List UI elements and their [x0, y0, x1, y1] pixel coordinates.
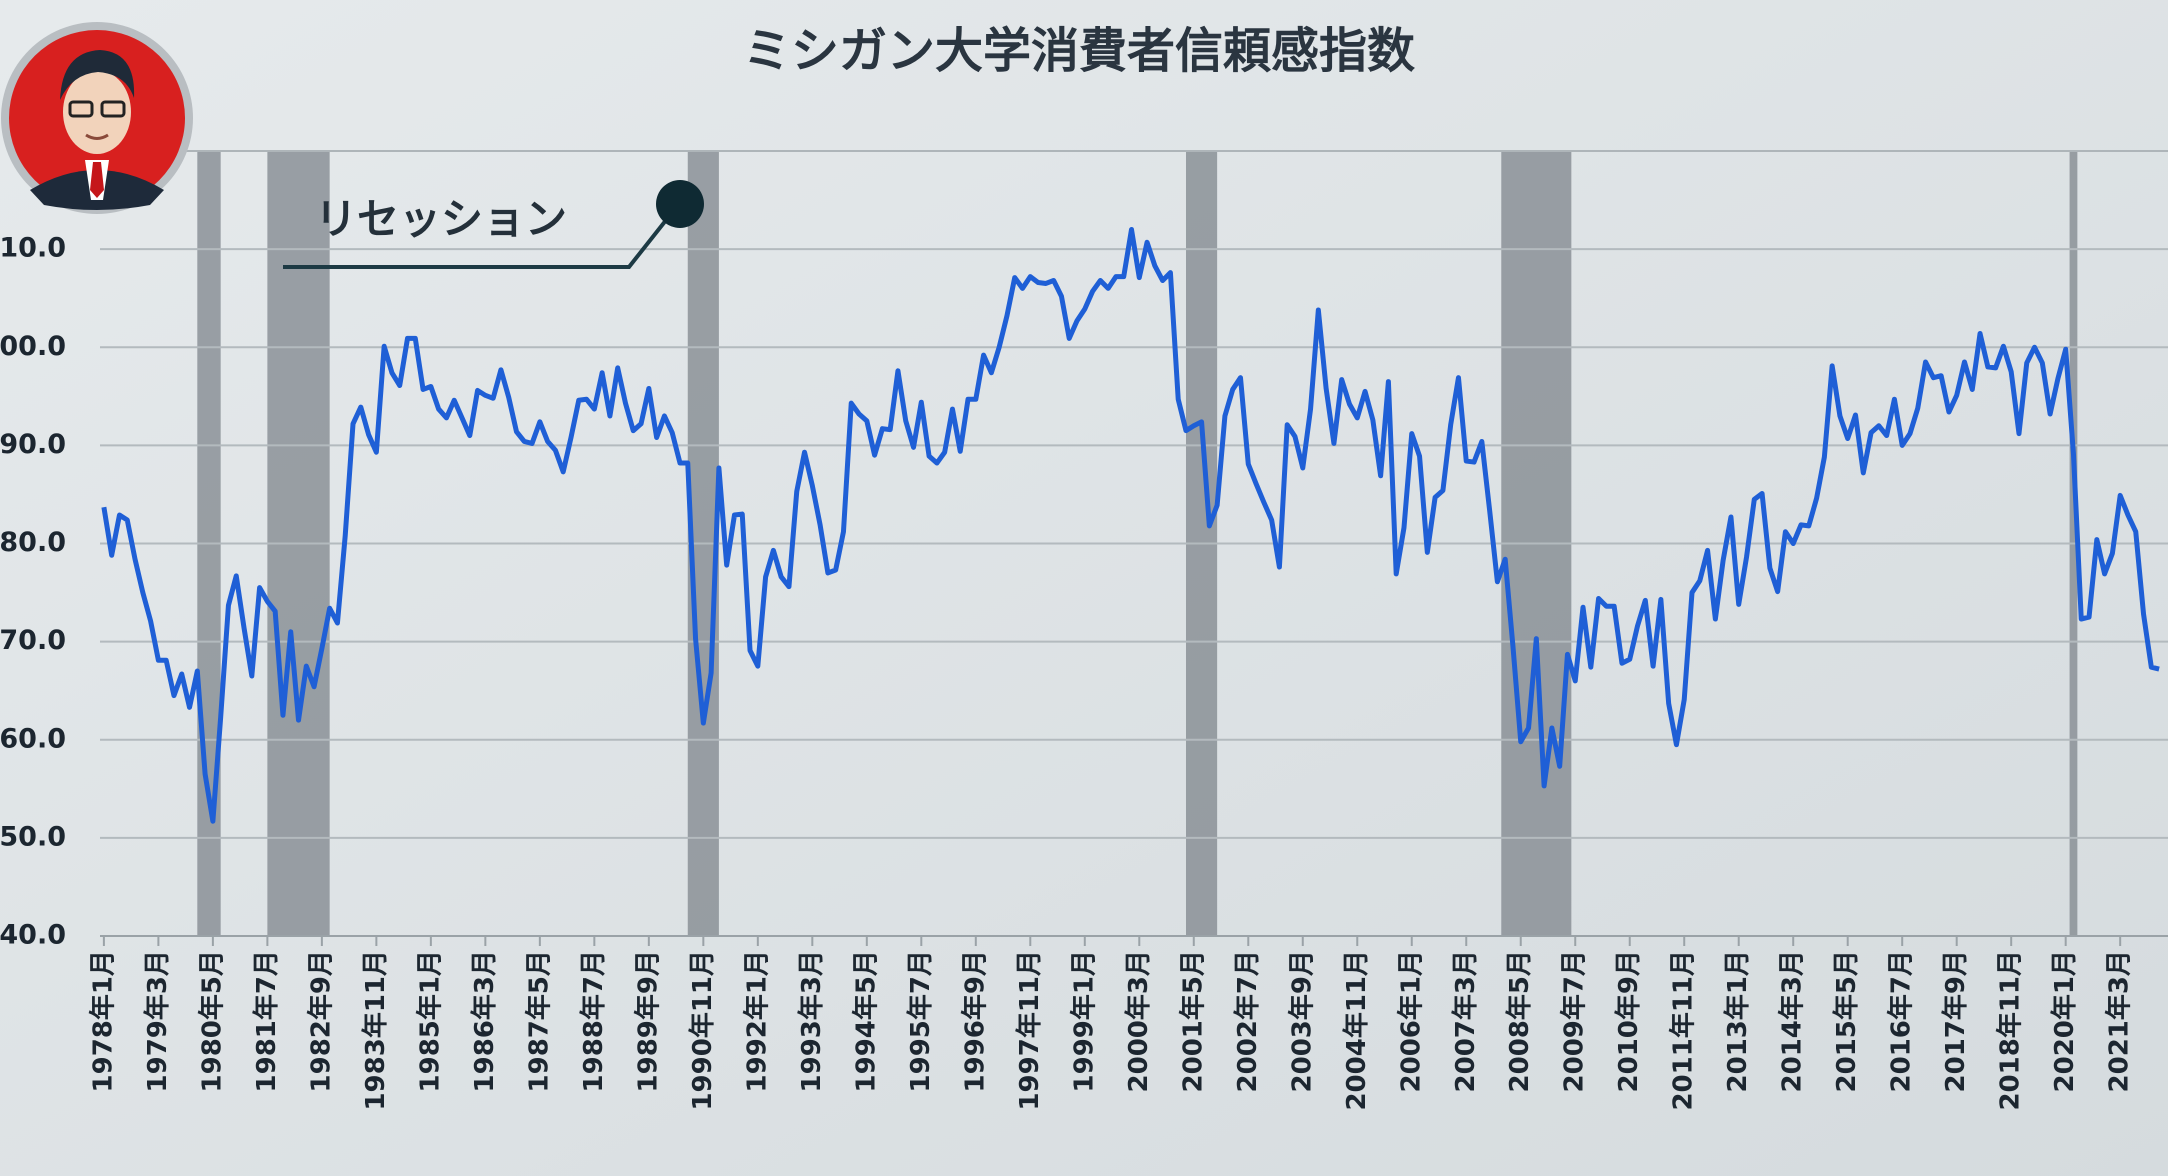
x-tick-label: 2008年5月 [1504, 950, 1535, 1092]
axis-labels: 40.0 50.0 60.0 70.0 80.0 90.0 100.0 110.0 1978年1… [0, 233, 2135, 1111]
x-tick-label: 2010年9月 [1613, 950, 1644, 1092]
x-tick-label: 1987年5月 [523, 950, 554, 1092]
x-tick-label: 1981年7月 [251, 950, 282, 1092]
x-tick-label: 2021年3月 [2104, 950, 2135, 1092]
avatar-tie [90, 162, 104, 198]
x-tick-label: 1990年11月 [687, 950, 718, 1111]
x-tick-label: 2001年5月 [1177, 950, 1208, 1092]
avatar-hair [60, 50, 135, 100]
y-tick-label: 100.0 [0, 331, 66, 362]
y-tick-label: 90.0 [0, 429, 66, 460]
series [101, 227, 2160, 824]
x-tick-label: 1983年11月 [360, 950, 391, 1111]
x-tick-label: 1979年3月 [142, 950, 173, 1092]
x-tick-label: 2018年11月 [1995, 950, 2026, 1111]
avatar-glasses-left [68, 100, 94, 118]
x-tick-label: 2006年1月 [1395, 950, 1426, 1092]
annotation-dot [656, 180, 704, 228]
avatar [1, 22, 193, 214]
x-tick-label: 2004年11月 [1341, 950, 1372, 1111]
x-tick-label: 1993年3月 [796, 950, 827, 1092]
y-tick-label: 80.0 [0, 527, 66, 558]
x-tick-label: 2003年9月 [1286, 950, 1317, 1092]
x-tick-label: 2007年3月 [1450, 950, 1481, 1092]
x-tick-label: 1997年11月 [1014, 950, 1045, 1111]
x-tick-label: 2017年9月 [1940, 950, 1971, 1092]
x-tick-label: 2009年7月 [1559, 950, 1590, 1092]
x-tick-label: 2020年1月 [2049, 950, 2080, 1092]
x-tick-label: 2002年7月 [1232, 950, 1263, 1092]
x-tick-label: 1996年9月 [959, 950, 990, 1092]
x-tick-label: 2011年11月 [1668, 950, 1699, 1111]
annotation-text: リセッション [315, 195, 567, 244]
x-tick-label: 1986年3月 [469, 950, 500, 1092]
avatar-glasses-right [100, 100, 126, 118]
y-tick-label: 70.0 [0, 625, 66, 656]
annotation: リセッション [283, 180, 704, 269]
x-tick-label: 2014年3月 [1777, 950, 1808, 1092]
x-tick-label: 1982年9月 [305, 950, 336, 1092]
x-tick-label: 1989年9月 [632, 950, 663, 1092]
avatar-face [63, 70, 131, 154]
y-tick-label: 40.0 [0, 920, 66, 951]
x-tick-label: 1992年1月 [741, 950, 772, 1092]
avatar-mouth [85, 133, 109, 140]
y-tick-label: 50.0 [0, 821, 66, 852]
series-line [101, 227, 2160, 824]
x-tick-label: 2015年5月 [1831, 950, 1862, 1092]
y-tick-label: 60.0 [0, 723, 66, 754]
x-tick-label: 1988年7月 [578, 950, 609, 1092]
y-tick-label: 110.0 [0, 233, 66, 264]
x-tick-label: 1980年5月 [196, 950, 227, 1092]
x-tick-label: 1985年1月 [414, 950, 445, 1092]
chart-title: ミシガン大学消費者信頼感指数 [743, 23, 1415, 79]
x-tick-label: 1978年1月 [87, 950, 118, 1092]
x-tick-label: 1999年1月 [1068, 950, 1099, 1092]
x-tick-label: 1994年5月 [850, 950, 881, 1092]
annotation-line [283, 203, 680, 269]
x-tick-label: 1995年7月 [905, 950, 936, 1092]
x-tick-label: 2016年7月 [1886, 950, 1917, 1092]
x-tick-label: 2000年3月 [1123, 950, 1154, 1092]
x-tick-label: 2013年1月 [1722, 950, 1753, 1092]
